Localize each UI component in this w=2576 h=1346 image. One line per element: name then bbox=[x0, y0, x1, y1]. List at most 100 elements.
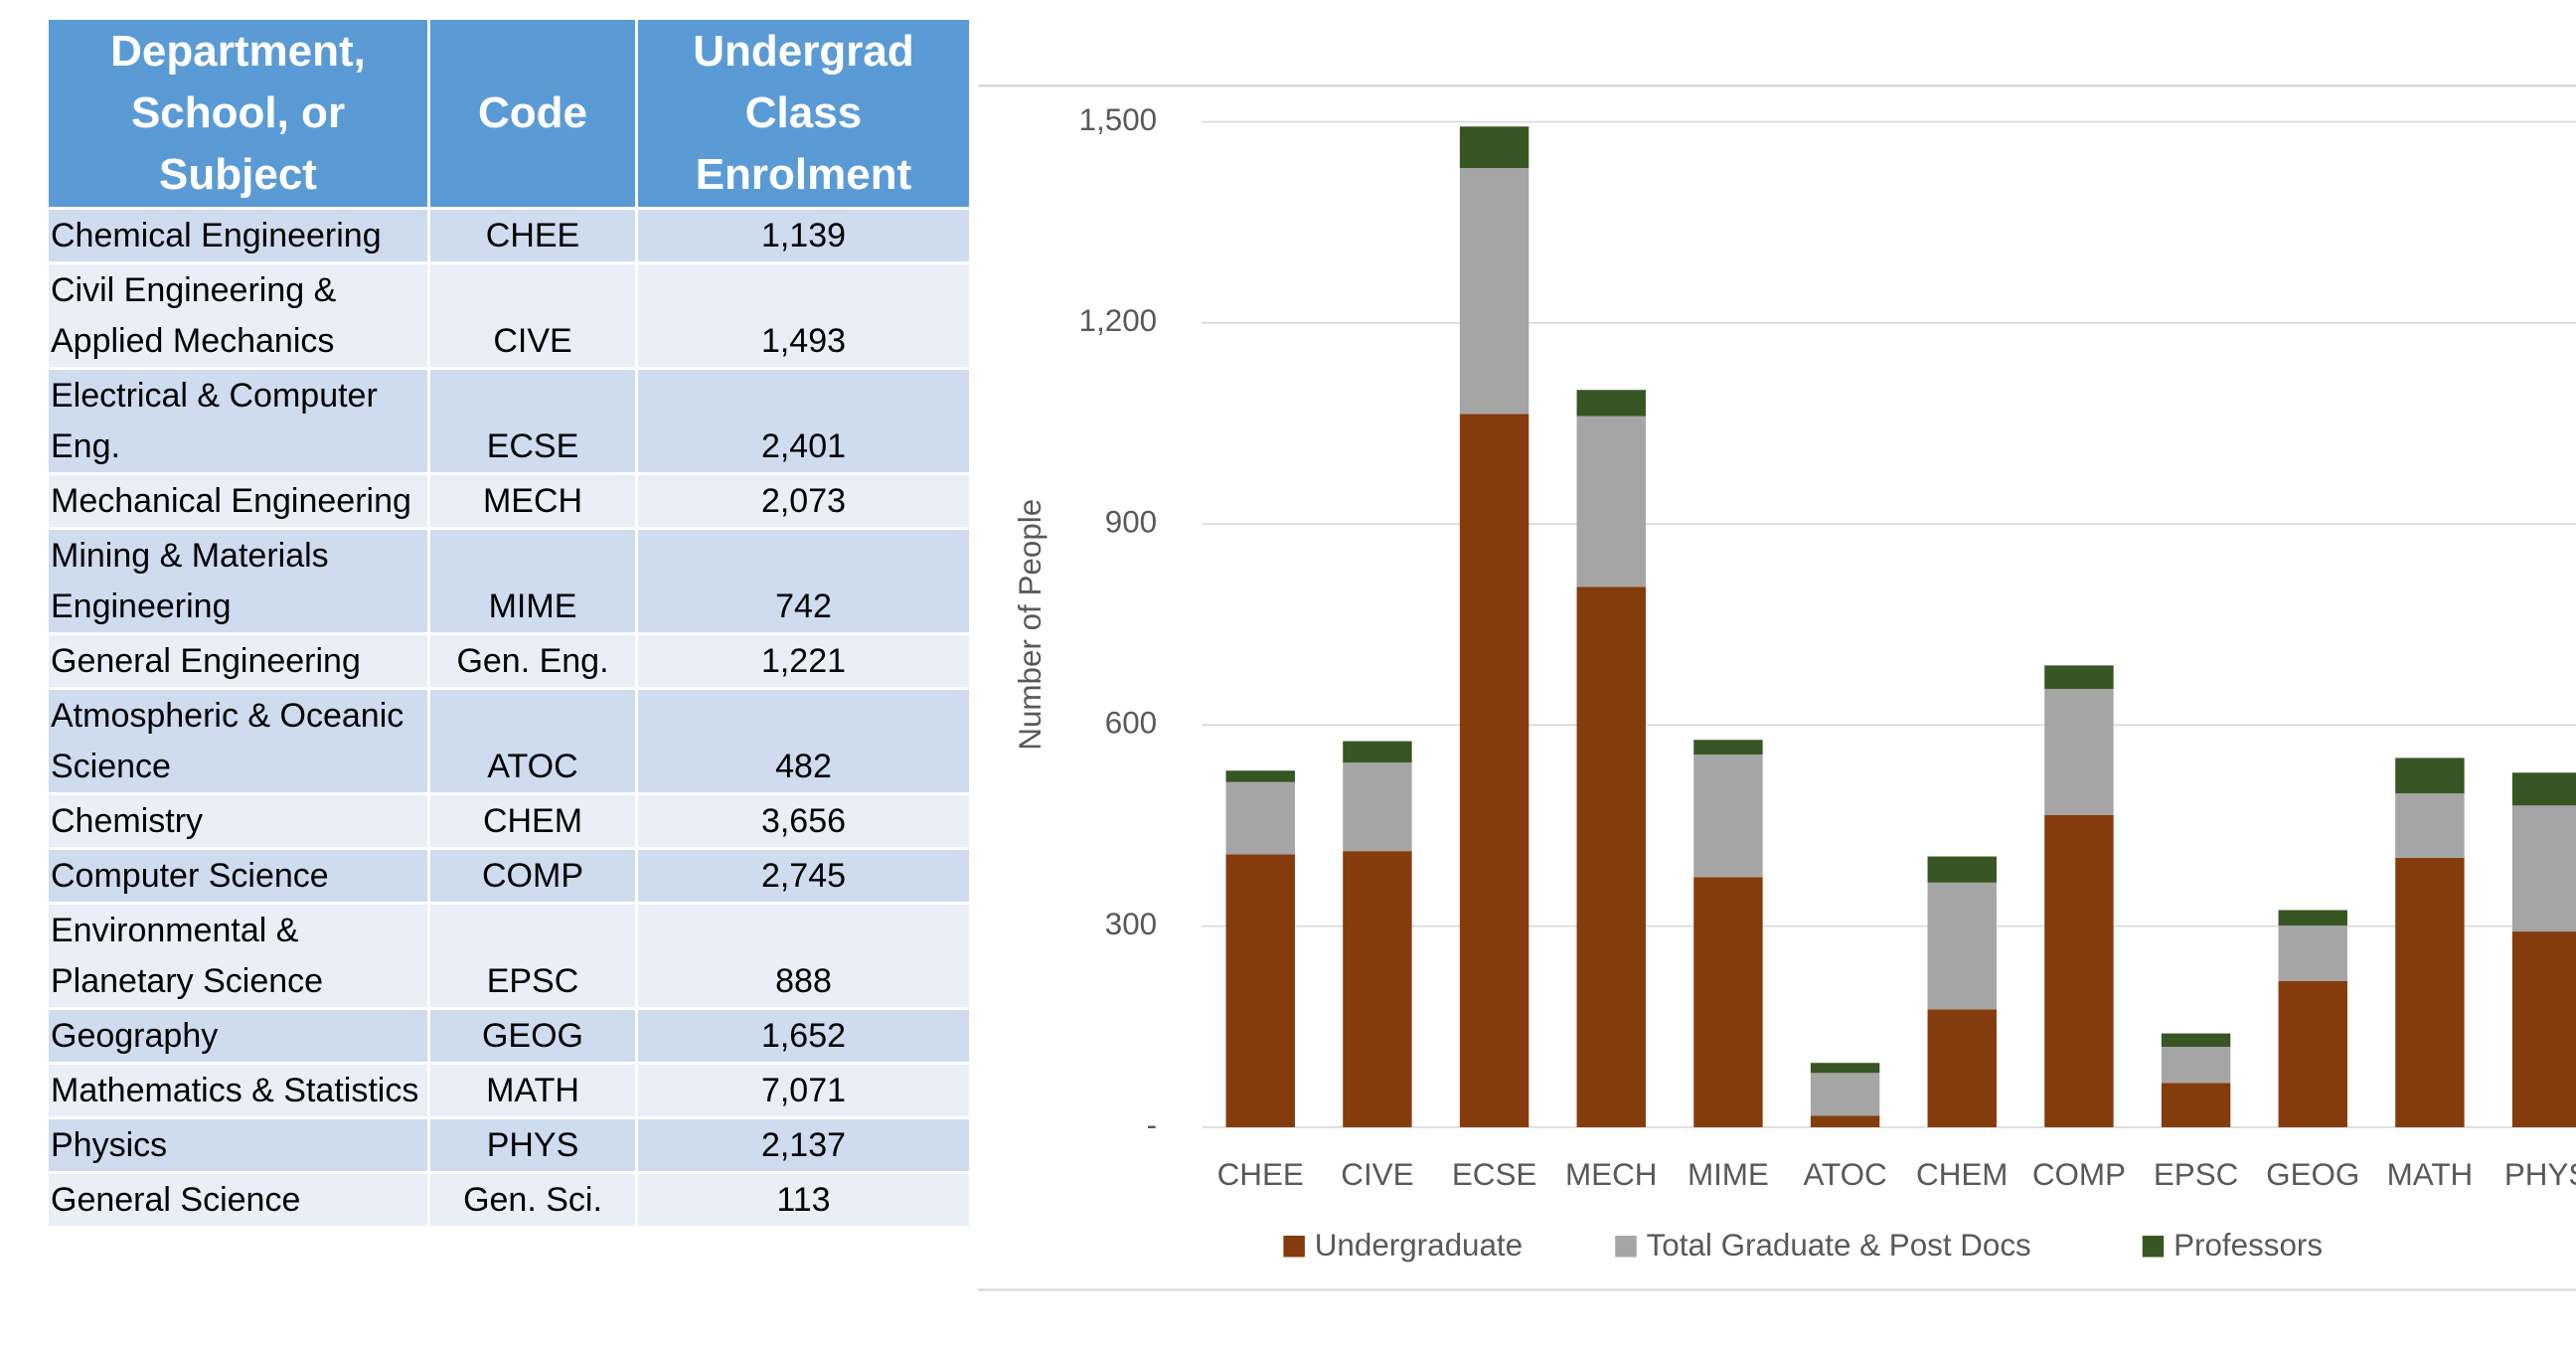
table-row: Computer Science COMP 2,745 bbox=[49, 850, 969, 902]
bar-segment bbox=[1810, 1073, 1880, 1116]
code-cell: CHEM bbox=[430, 795, 635, 847]
bar-segment bbox=[1459, 126, 1530, 169]
enrolment-cell: 2,401 bbox=[638, 370, 969, 472]
enrolment-cell: 742 bbox=[638, 530, 969, 632]
x-tick-label: CIVE bbox=[1341, 1157, 1413, 1192]
bar-segment bbox=[1810, 1115, 1880, 1127]
bar-segment bbox=[1343, 762, 1412, 852]
legend-label: Professors bbox=[2174, 1228, 2323, 1262]
department-cell: Chemical Engineering bbox=[49, 210, 427, 261]
code-cell: ECSE bbox=[430, 370, 635, 472]
bar-segment bbox=[2395, 793, 2465, 858]
x-tick-label: CHEE bbox=[1217, 1157, 1304, 1192]
department-cell: Atmospheric & Oceanic Science bbox=[49, 690, 427, 792]
enrolment-cell: 2,745 bbox=[638, 850, 969, 902]
y-tick-label: 1,500 bbox=[1079, 102, 1158, 137]
bar-segment bbox=[2278, 980, 2347, 1127]
enrolment-cell: 1,652 bbox=[638, 1010, 969, 1062]
bar-segment bbox=[1693, 740, 1763, 756]
legend-label: Undergraduate bbox=[1315, 1228, 1523, 1262]
department-cell: Geography bbox=[49, 1010, 427, 1062]
department-cell: Physics bbox=[49, 1119, 427, 1171]
bar-segment bbox=[1927, 882, 1997, 1010]
bar-segment bbox=[2044, 688, 2114, 815]
department-cell: Computer Science bbox=[49, 850, 427, 902]
code-cell: GEOG bbox=[430, 1010, 635, 1062]
table-row: Chemical Engineering CHEE 1,139 bbox=[49, 210, 969, 261]
y-tick-label: 300 bbox=[1105, 907, 1157, 941]
legend-swatch bbox=[2142, 1236, 2165, 1258]
bar-segment bbox=[1459, 168, 1530, 415]
table-row: Mechanical Engineering MECH 2,073 bbox=[49, 475, 969, 527]
legend-swatch bbox=[1283, 1236, 1305, 1258]
bar-segment bbox=[1576, 587, 1646, 1127]
code-cell: MECH bbox=[430, 475, 635, 527]
bar-segment bbox=[1693, 755, 1763, 878]
table-header: Department, School, or Subject Code Underg… bbox=[49, 20, 969, 207]
chart: Number of People - 300 600 900 1,200 1,500 CHE… bbox=[978, 84, 2576, 1291]
enrolment-cell: 888 bbox=[638, 905, 969, 1007]
bar-segment bbox=[2511, 772, 2576, 806]
table-row: Chemistry CHEM 3,656 bbox=[49, 795, 969, 847]
department-cell: Environmental & Planetary Science bbox=[49, 905, 427, 1007]
department-cell: General Engineering bbox=[49, 635, 427, 687]
bar-segment bbox=[2278, 910, 2347, 925]
department-cell: Chemistry bbox=[49, 795, 427, 847]
bar-segment bbox=[1576, 390, 1646, 417]
y-tick-label: 1,200 bbox=[1079, 303, 1158, 338]
bar-segment bbox=[1810, 1063, 1880, 1074]
enrolment-table: Department, School, or Subject Code Underg… bbox=[46, 17, 972, 1229]
table-body: Chemical Engineering CHEE 1,139 Civil Engin… bbox=[49, 210, 969, 1226]
code-cell: MIME bbox=[430, 530, 635, 632]
table-row: Physics PHYS 2,137 bbox=[49, 1119, 969, 1171]
x-tick-label: ATOC bbox=[1803, 1157, 1886, 1192]
code-cell: Gen. Sci. bbox=[430, 1174, 635, 1226]
enrolment-cell: 1,221 bbox=[638, 635, 969, 687]
y-tick-label: 900 bbox=[1105, 504, 1157, 539]
enrolment-cell: 7,071 bbox=[638, 1065, 969, 1116]
bar-segment bbox=[2044, 814, 2114, 1127]
code-cell: MATH bbox=[430, 1065, 635, 1116]
code-cell: ATOC bbox=[430, 690, 635, 792]
bar-segment bbox=[1459, 414, 1530, 1127]
bar-segment bbox=[2395, 757, 2465, 794]
x-tick-label: MECH bbox=[1565, 1157, 1657, 1192]
bar-segment bbox=[2278, 925, 2347, 981]
x-tick-label: EPSC bbox=[2154, 1157, 2238, 1192]
x-tick-label: GEOG bbox=[2266, 1157, 2359, 1192]
bar-segment bbox=[1576, 416, 1646, 588]
header-cell: Code bbox=[430, 20, 635, 207]
bar-segment bbox=[2511, 931, 2576, 1127]
table-row: Geography GEOG 1,652 bbox=[49, 1010, 969, 1062]
x-tick-label: PHYS bbox=[2504, 1157, 2576, 1192]
bar-segment bbox=[2395, 857, 2465, 1127]
code-cell: PHYS bbox=[430, 1119, 635, 1171]
bar-segment bbox=[2511, 805, 2576, 932]
department-cell: General Science bbox=[49, 1174, 427, 1226]
code-cell: CHEE bbox=[430, 210, 635, 261]
enrolment-cell: 482 bbox=[638, 690, 969, 792]
enrolment-cell: 1,139 bbox=[638, 210, 969, 261]
header-cell: Department, School, or Subject bbox=[49, 20, 427, 207]
table-row: General Engineering Gen. Eng. 1,221 bbox=[49, 635, 969, 687]
bar-segment bbox=[1927, 1009, 1997, 1127]
y-tick-label: 600 bbox=[1105, 706, 1157, 741]
table-row: General Science Gen. Sci. 113 bbox=[49, 1174, 969, 1226]
department-cell: Mathematics & Statistics bbox=[49, 1065, 427, 1116]
department-cell: Mechanical Engineering bbox=[49, 475, 427, 527]
y-tick-label: - bbox=[1147, 1107, 1157, 1142]
x-tick-label: ECSE bbox=[1452, 1157, 1536, 1192]
bar-segment bbox=[1225, 854, 1295, 1127]
legend-label: Total Graduate & Post Docs bbox=[1647, 1228, 2031, 1262]
x-tick-label: MIME bbox=[1688, 1157, 1769, 1192]
table-row: Atmospheric & Oceanic Science ATOC 482 bbox=[49, 690, 969, 792]
enrolment-cell: 3,656 bbox=[638, 795, 969, 847]
enrolment-cell: 1,493 bbox=[638, 264, 969, 367]
x-tick-label: CHEM bbox=[1916, 1157, 2008, 1192]
table-row: Electrical & Computer Eng. ECSE 2,401 bbox=[49, 370, 969, 472]
x-tick-label: COMP bbox=[2032, 1157, 2126, 1192]
bar-segment bbox=[1927, 856, 1997, 883]
table-row: Mining & Materials Engineering MIME 742 bbox=[49, 530, 969, 632]
bar-segment bbox=[1343, 851, 1412, 1127]
